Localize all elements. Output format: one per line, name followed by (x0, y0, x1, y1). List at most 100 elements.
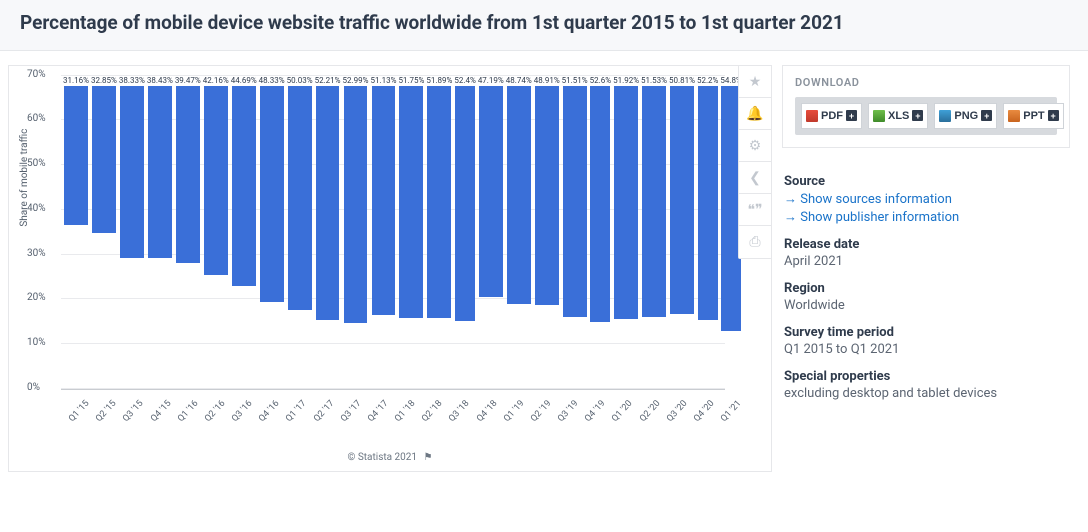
download-xls-button[interactable]: XLS+ (868, 103, 928, 129)
main-row: ★ 🔔 ⚙ ❮ ❝❞⎙ Share of mobile traffic 0%10%20%… (0, 51, 1088, 472)
y-tick-label: 50% (27, 158, 46, 169)
download-png-button[interactable]: PNG+ (934, 103, 997, 129)
ppt-icon (1008, 110, 1020, 122)
meta-list: Source Show sources information Show publ… (782, 148, 1070, 401)
y-tick-label: 10% (27, 337, 46, 348)
bar[interactable] (344, 86, 368, 324)
bar[interactable] (232, 86, 256, 286)
bar-value-label: 52.21% (315, 76, 341, 85)
png-icon (939, 110, 951, 122)
bar[interactable] (563, 86, 587, 317)
release-value: April 2021 (784, 254, 1068, 269)
bar-slot: 51.92% (613, 76, 639, 390)
bar[interactable] (204, 86, 228, 275)
download-box: DOWNLOAD PDF+XLS+PNG+PPT+ (782, 65, 1070, 148)
share-icon: ❮ (749, 169, 761, 186)
bar[interactable] (479, 86, 503, 298)
bar[interactable] (260, 86, 284, 303)
y-tick-label: 30% (27, 248, 46, 259)
bar-value-label: 48.33% (259, 76, 285, 85)
quote-button[interactable]: ❝❞ (739, 194, 771, 226)
bar-slot: 48.74% (506, 76, 532, 390)
bar[interactable] (148, 86, 172, 258)
period-label: Survey time period (784, 325, 1068, 340)
source-label: Source (784, 174, 1068, 189)
bar-slot: 38.33% (119, 76, 145, 390)
bar-slot: 31.16% (63, 76, 89, 390)
credit-text: © Statista 2021 (348, 452, 418, 463)
bar[interactable] (176, 86, 200, 263)
bar-slot: 52.4% (454, 76, 475, 390)
star-icon: ★ (749, 73, 762, 90)
bar-value-label: 38.33% (119, 76, 145, 85)
bar-value-label: 52.2% (697, 76, 718, 85)
chart-toolbar: ★ 🔔 ⚙ ❮ ❝❞⎙ (738, 65, 772, 259)
source-link[interactable]: Show sources information (784, 191, 1068, 207)
gear-button[interactable]: ⚙ (739, 130, 771, 162)
bar-slot: 51.89% (426, 76, 452, 390)
bar[interactable] (427, 86, 451, 319)
bar-slot: 51.13% (370, 76, 396, 390)
bar[interactable] (92, 86, 116, 233)
bar[interactable] (455, 86, 475, 321)
y-tick-label: 70% (27, 69, 46, 80)
bar-value-label: 52.6% (590, 76, 611, 85)
bar-value-label: 51.89% (426, 76, 452, 85)
bar[interactable] (372, 86, 396, 315)
plus-icon: + (846, 110, 857, 121)
xls-icon (873, 110, 885, 122)
bar-slot: 50.03% (287, 76, 313, 390)
download-row: PDF+XLS+PNG+PPT+ (795, 97, 1057, 135)
bar-slot: 51.51% (562, 76, 588, 390)
bar[interactable] (64, 86, 88, 226)
bar-value-label: 47.19% (478, 76, 504, 85)
plus-icon: + (912, 110, 923, 121)
bar-value-label: 51.53% (641, 76, 667, 85)
plus-icon: + (981, 110, 992, 121)
bar[interactable] (507, 86, 531, 305)
bar-value-label: 52.99% (343, 76, 369, 85)
bar[interactable] (614, 86, 638, 319)
download-label: PNG (954, 110, 978, 122)
bar-value-label: 31.16% (63, 76, 89, 85)
bar[interactable] (535, 86, 559, 305)
bar-value-label: 38.43% (147, 76, 173, 85)
bar[interactable] (288, 86, 312, 310)
bar-slot: 38.43% (147, 76, 173, 390)
download-ppt-button[interactable]: PPT+ (1003, 103, 1063, 129)
period-value: Q1 2015 to Q1 2021 (784, 342, 1068, 357)
release-label: Release date (784, 237, 1068, 252)
y-tick-label: 0% (27, 382, 40, 393)
bar[interactable] (120, 86, 144, 258)
bar-slot: 44.69% (231, 76, 257, 390)
bar-slot: 42.16% (203, 76, 229, 390)
gear-icon: ⚙ (749, 137, 762, 154)
bar[interactable] (399, 86, 423, 318)
bar-slot: 52.6% (590, 76, 611, 390)
star-button[interactable]: ★ (739, 66, 771, 98)
download-pdf-button[interactable]: PDF+ (801, 103, 862, 129)
print-button[interactable]: ⎙ (739, 226, 771, 258)
x-axis-ticks: Q1 '15Q2 '15Q3 '15Q4 '15Q1 '16Q2 '16Q3 '… (61, 392, 725, 446)
bar-slot: 32.85% (91, 76, 117, 390)
chart-credit: © Statista 2021 ⚑ (13, 446, 767, 465)
bar-slot: 48.91% (534, 76, 560, 390)
y-tick-label: 40% (27, 203, 46, 214)
bell-button[interactable]: 🔔 (739, 98, 771, 130)
bar-value-label: 51.92% (613, 76, 639, 85)
y-tick-label: 60% (27, 113, 46, 124)
special-label: Special properties (784, 369, 1068, 384)
bar-value-label: 48.91% (534, 76, 560, 85)
bar[interactable] (698, 86, 718, 320)
bar-value-label: 32.85% (91, 76, 117, 85)
plot-area: Share of mobile traffic 0%10%20%30%40%50… (61, 76, 725, 446)
download-label: PDF (821, 110, 843, 122)
bell-icon: 🔔 (746, 105, 763, 122)
bar-slot: 48.33% (259, 76, 285, 390)
bar[interactable] (590, 86, 610, 322)
source-link[interactable]: Show publisher information (784, 209, 1068, 225)
bar[interactable] (670, 86, 694, 314)
bar[interactable] (642, 86, 666, 317)
bar[interactable] (316, 86, 340, 320)
share-button[interactable]: ❮ (739, 162, 771, 194)
